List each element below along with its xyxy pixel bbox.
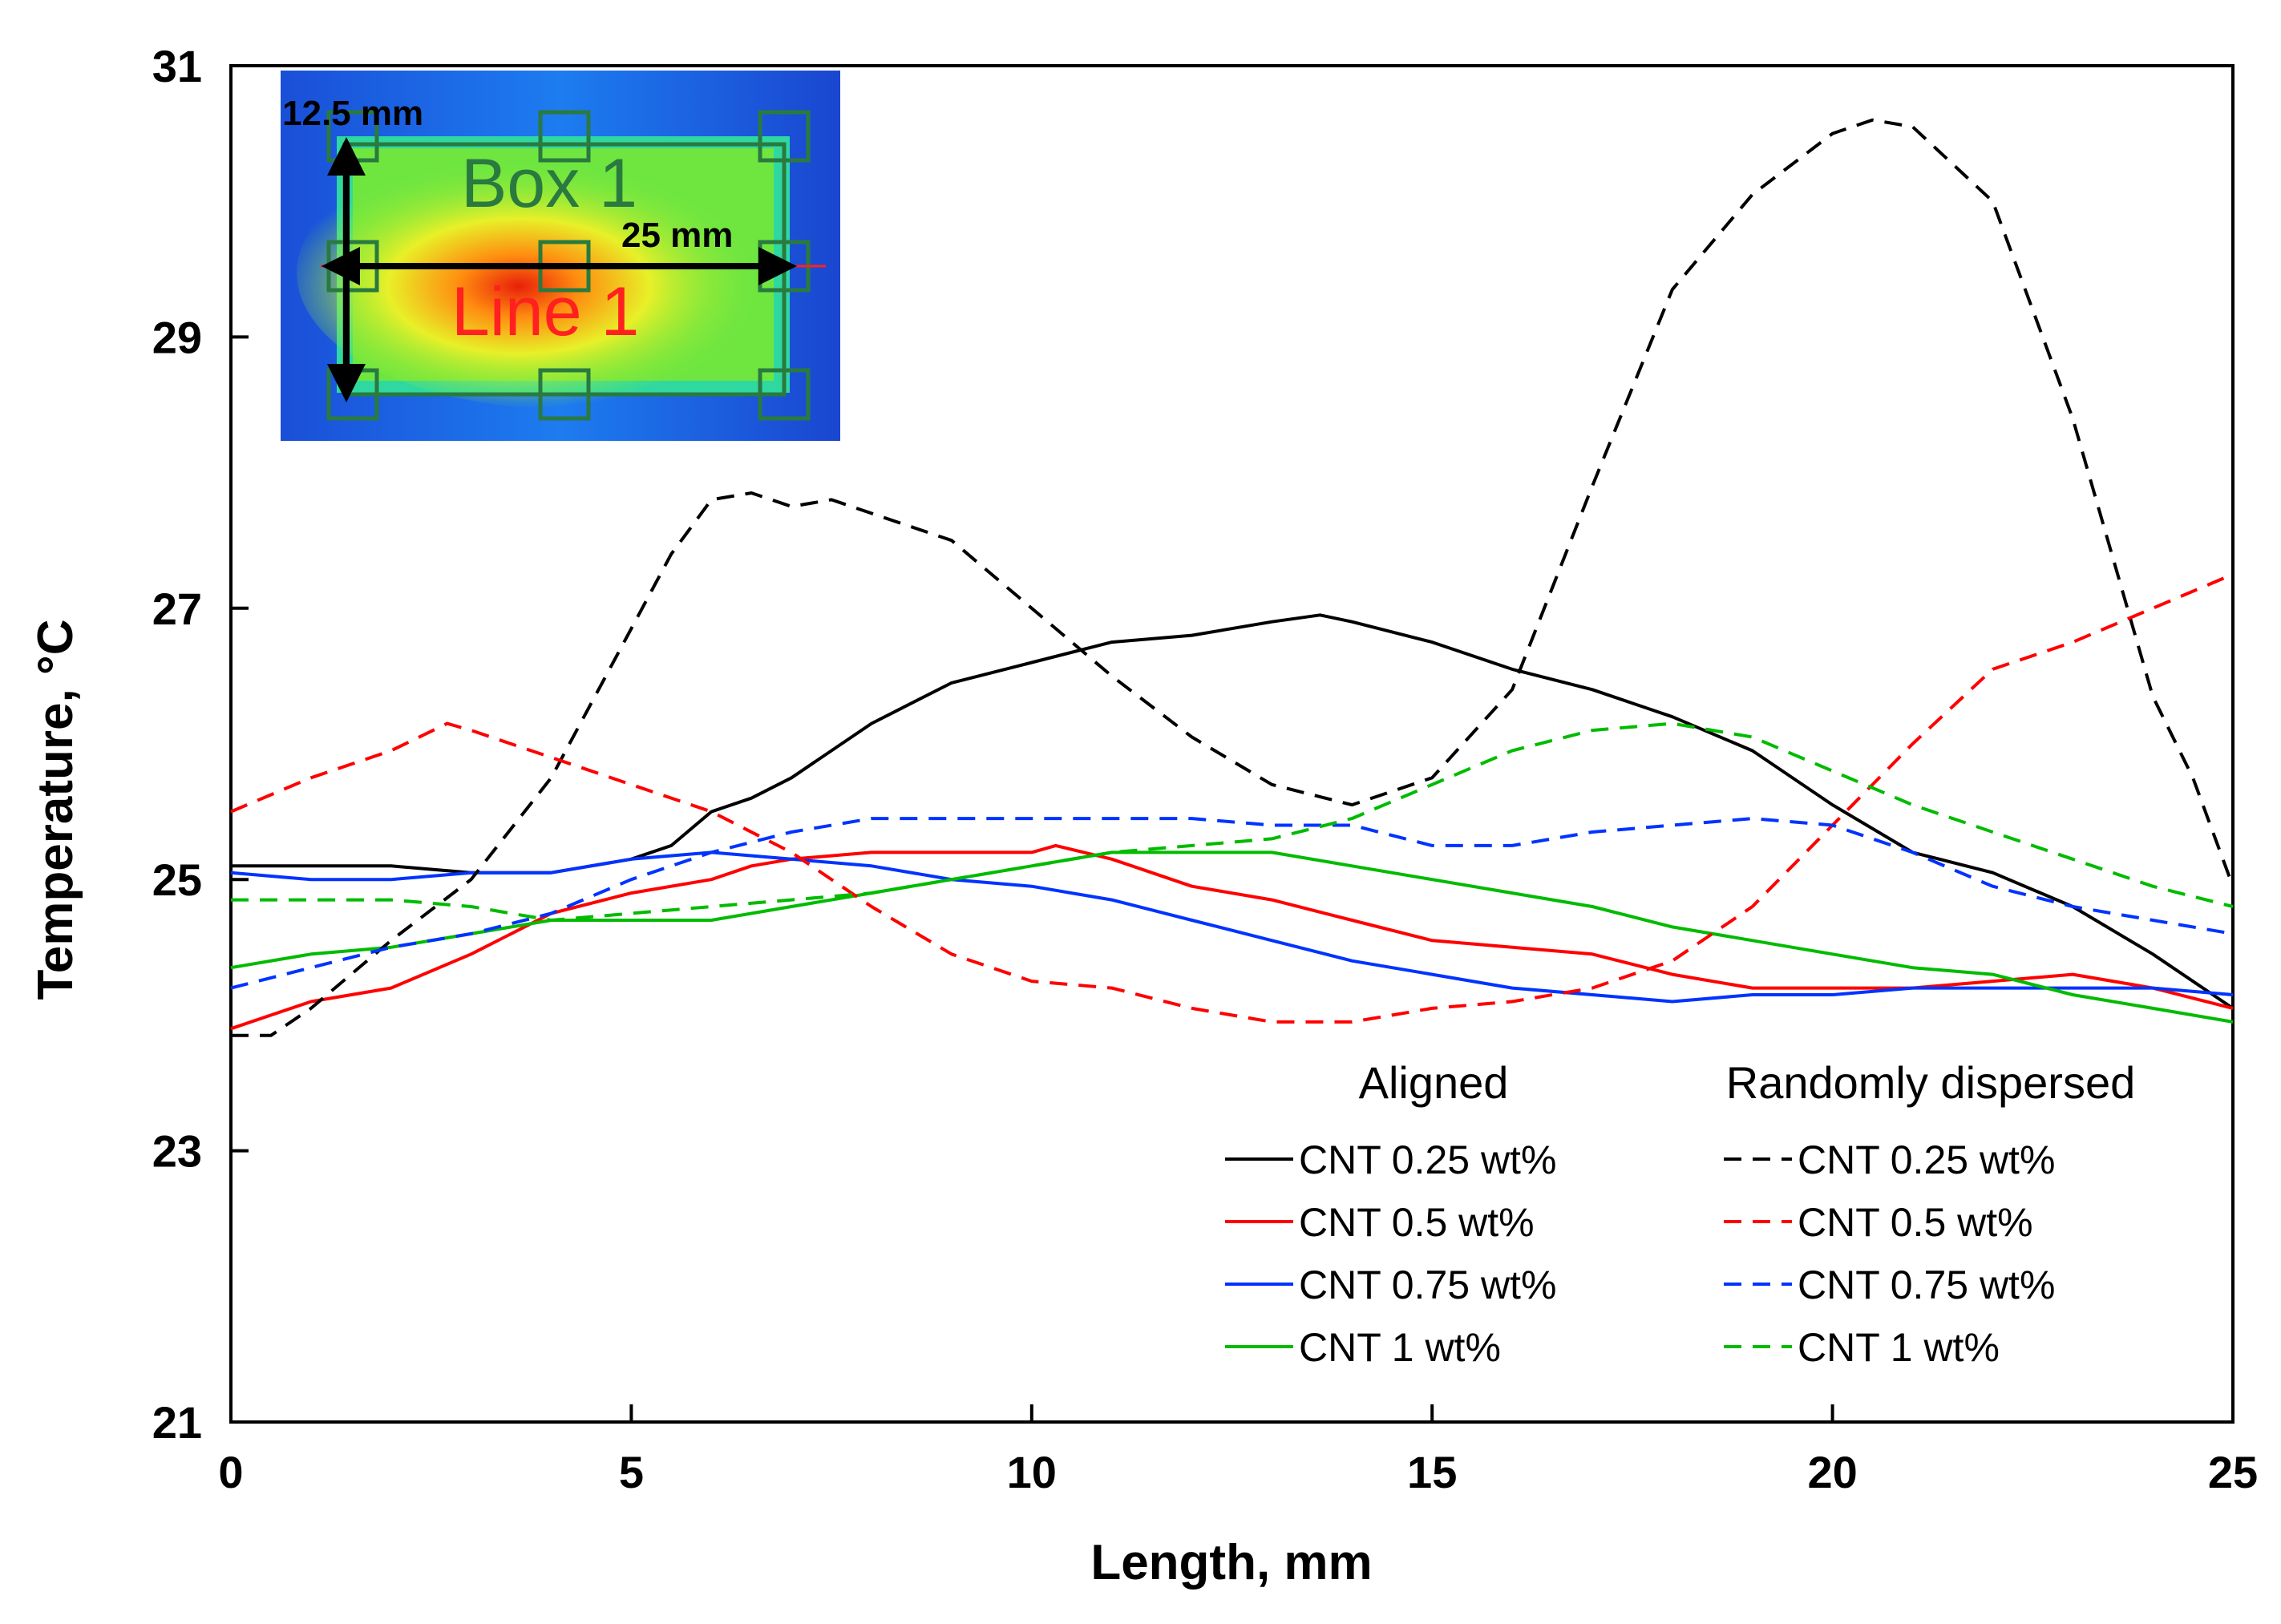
y-tick-label: 29 [152, 312, 202, 362]
thermal-image-inset: Box 1 Line 1 12.5 mm 25 mm [281, 71, 840, 441]
legend-entry-label: CNT 1 wt% [1299, 1325, 1501, 1370]
legend-group-header-random: Randomly dispersed [1726, 1057, 2135, 1108]
series-line-random-cnt-1-wt [231, 721, 2234, 922]
x-tick-label: 0 [218, 1447, 243, 1497]
x-tick-label: 20 [1807, 1447, 1857, 1497]
legend-entry-label: CNT 0.5 wt% [1798, 1200, 2033, 1245]
box-1-label: Box 1 [461, 145, 637, 222]
line-1-label: Line 1 [451, 273, 639, 350]
series-line-random-cnt-0-5-wt [230, 572, 2234, 1024]
length-dimension-label: 25 mm [621, 216, 733, 255]
y-axis: 21 23 25 27 29 31 [152, 41, 249, 1448]
legend-group-header-aligned: Aligned [1359, 1057, 1509, 1108]
y-tick-label: 21 [152, 1397, 202, 1448]
y-tick-label: 27 [152, 584, 202, 634]
legend-entry-label: CNT 0.25 wt% [1299, 1137, 1556, 1182]
legend-entry-label: CNT 0.5 wt% [1299, 1200, 1535, 1245]
legend-entry-label: CNT 0.75 wt% [1299, 1262, 1556, 1307]
series-line-aligned-cnt-1-wt [230, 850, 2234, 1024]
y-tick-label: 31 [152, 41, 202, 91]
x-axis-title: Length, mm [1090, 1535, 1372, 1590]
plot-area-frame [229, 64, 2234, 1424]
series-line-random-cnt-0-75-wt [230, 817, 2234, 990]
series-line-random-cnt-0-25-wt [231, 118, 2234, 1037]
x-tick-label: 5 [619, 1447, 644, 1497]
legend-entry-label: CNT 1 wt% [1798, 1325, 2000, 1370]
x-tick-label: 25 [2208, 1447, 2258, 1497]
x-axis: 0 5 10 15 20 25 [218, 1404, 2258, 1497]
legend-entry-label: CNT 0.75 wt% [1798, 1262, 2055, 1307]
legend-entry-label: CNT 0.25 wt% [1798, 1137, 2055, 1182]
series-line-aligned-cnt-0-75-wt [230, 850, 2234, 1004]
x-tick-label: 10 [1007, 1447, 1057, 1497]
legend: Aligned Randomly dispersed CNT 0.25 wt% C… [1225, 1057, 2135, 1370]
y-tick-label: 25 [152, 854, 202, 905]
y-tick-label: 23 [152, 1126, 202, 1177]
y-axis-title: Temperature, °C [28, 620, 83, 1000]
series-layer [230, 118, 2234, 1037]
height-dimension-label: 12.5 mm [282, 94, 423, 133]
x-tick-label: 15 [1407, 1447, 1457, 1497]
series-line-aligned-cnt-0-5-wt [230, 843, 2234, 1031]
